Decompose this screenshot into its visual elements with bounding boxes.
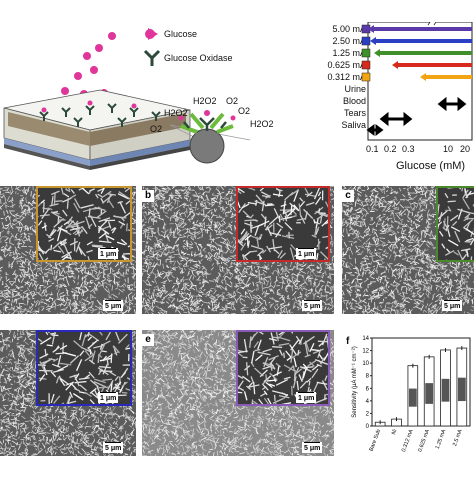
biosensor-schematic xyxy=(0,0,300,180)
inset-scale-bar: 1 μm xyxy=(296,392,316,403)
o2-label-3: O2 xyxy=(238,106,250,116)
oxidase-legend-icon xyxy=(145,51,159,66)
y-tick-label: 10 xyxy=(362,361,369,367)
oxidase-legend-label: Glucose Oxidase xyxy=(164,53,233,63)
category-label: 0.625 mA xyxy=(417,428,431,452)
range-xlabel: Glucose (mM) xyxy=(396,160,465,172)
main-scale-bar: 5 μm xyxy=(302,442,322,453)
tick-label: 0.1 xyxy=(366,144,379,154)
y-tick-label: 14 xyxy=(362,336,369,342)
inset-scale-bar: 1 μm xyxy=(296,248,316,259)
inset-scale-bar: 1 μm xyxy=(98,392,118,403)
range-chart: 5.00 mA 2.50 mA 1.25 mA 0.625 mA 0.312 m… xyxy=(300,22,474,182)
o2-label-1: O2 xyxy=(226,96,238,106)
sem-panel-b: b 1 μm 5 μm xyxy=(142,186,334,314)
schematic-panel: Glucose Glucose Oxidase H2O2 H2O2 H2O2 O… xyxy=(0,0,300,180)
sem-panel-c: c 5 μm xyxy=(342,186,474,314)
y-axis-label: Sensitivity (μA mM⁻¹ cm⁻²) xyxy=(352,346,358,417)
category-label: Ni xyxy=(391,429,398,436)
main-scale-bar: 5 μm xyxy=(103,442,123,453)
y-tick-label: 2 xyxy=(366,411,370,417)
bar-inset-image xyxy=(409,389,417,407)
o2-label-2: O2 xyxy=(150,124,162,134)
category-label: Bare Sub xyxy=(369,429,382,453)
bar-inset-image xyxy=(458,378,466,401)
main-scale-bar: 5 μm xyxy=(103,300,123,311)
category-label: 2.5 mA xyxy=(452,428,464,447)
sem-panel-d: 1 μm 5 μm xyxy=(0,330,136,456)
plot-frame xyxy=(372,338,470,426)
range-plot xyxy=(300,22,474,182)
y-tick-label: 12 xyxy=(362,349,369,355)
sensitivity-bar-plot: 0 2 4 6 8 10 12 14 Sensitivity (μA mM⁻¹ cm⁻²) Bar… xyxy=(346,330,474,474)
sem-panel-a: 1 μm 5 μm xyxy=(0,186,136,314)
y-tick-label: 4 xyxy=(366,399,370,405)
bar-inset-image xyxy=(442,379,450,402)
tick-label: 0.3 xyxy=(402,144,415,154)
h2o2-label-3: H2O2 xyxy=(250,119,274,129)
y-tick-label: 6 xyxy=(366,386,370,392)
glucose-legend-label: Glucose xyxy=(164,29,197,39)
y-tick-label: 8 xyxy=(366,374,370,380)
tick-label: 20 xyxy=(460,144,470,154)
sensitivity-chart: f 0 2 4 6 8 10 12 14 Sensitivity (μA mM⁻¹ cm⁻²) B… xyxy=(346,330,474,474)
inset-scale-bar: 1 μm xyxy=(98,248,118,259)
sem-inset xyxy=(436,186,474,262)
sem-panel-e: e 1 μm 5 μm xyxy=(142,330,334,456)
y-tick-label: 0 xyxy=(366,424,370,430)
tick-label: 0.2 xyxy=(384,144,397,154)
h2o2-label-1: H2O2 xyxy=(193,96,217,106)
panel-letter-f: f xyxy=(346,336,349,347)
category-label: 1.25 mA xyxy=(435,428,448,450)
h2o2-label-2: H2O2 xyxy=(164,108,188,118)
electrode-stack xyxy=(4,90,190,170)
panel-letter: c xyxy=(342,190,354,202)
bar-inset-image xyxy=(425,383,433,404)
category-label: 0.312 mA xyxy=(401,428,415,452)
panel-letter: b xyxy=(142,190,154,202)
tick-label: 10 xyxy=(443,144,453,154)
main-scale-bar: 5 μm xyxy=(302,300,322,311)
panel-letter: e xyxy=(142,334,154,346)
main-scale-bar: 5 μm xyxy=(442,300,462,311)
